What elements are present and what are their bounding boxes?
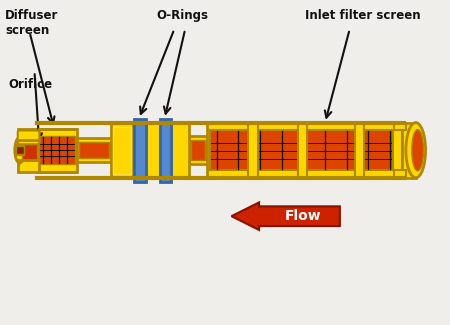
FancyArrow shape: [231, 202, 340, 230]
Bar: [111, 123, 133, 178]
Bar: [210, 130, 393, 170]
Text: Orifice: Orifice: [8, 78, 52, 91]
Text: Inlet filter screen: Inlet filter screen: [306, 9, 421, 22]
Bar: [37, 128, 77, 172]
Bar: [191, 140, 205, 160]
Bar: [18, 140, 40, 160]
Bar: [79, 142, 109, 158]
Text: O-Rings: O-Rings: [156, 9, 208, 22]
Ellipse shape: [15, 137, 25, 163]
Bar: [189, 136, 207, 164]
Text: Diffuser
screen: Diffuser screen: [5, 9, 58, 37]
Bar: [18, 128, 40, 172]
Bar: [171, 123, 189, 178]
Bar: [402, 123, 416, 178]
Bar: [207, 123, 402, 178]
Bar: [22, 140, 37, 160]
FancyBboxPatch shape: [18, 130, 40, 144]
Bar: [146, 123, 160, 178]
Bar: [77, 138, 111, 162]
Bar: [248, 123, 258, 178]
Bar: [40, 136, 75, 164]
Bar: [297, 123, 307, 178]
Bar: [16, 146, 24, 154]
Bar: [160, 119, 171, 182]
Bar: [394, 170, 406, 178]
Bar: [394, 123, 406, 130]
Ellipse shape: [412, 129, 423, 171]
Ellipse shape: [406, 123, 426, 178]
Text: Flow: Flow: [285, 209, 322, 223]
Bar: [355, 123, 365, 178]
Bar: [16, 145, 24, 155]
Bar: [134, 119, 146, 182]
Bar: [113, 126, 131, 174]
